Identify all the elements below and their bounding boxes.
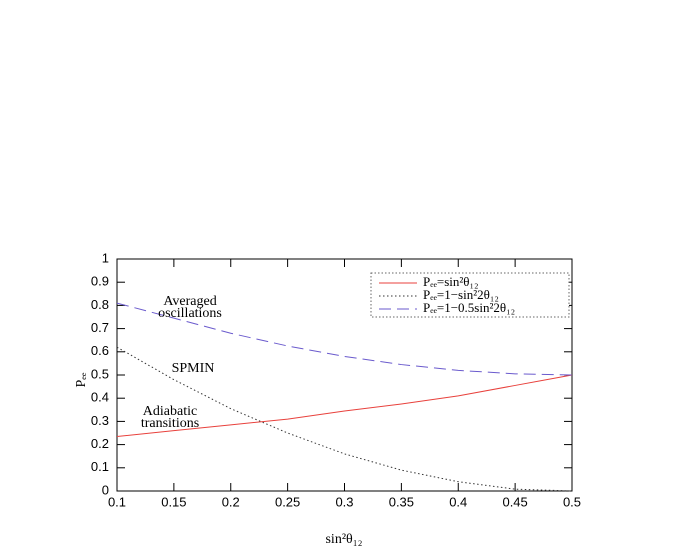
y-tick-label: 0.5 bbox=[91, 366, 109, 381]
y-tick-label: 0.7 bbox=[91, 320, 109, 335]
x-tick-label: 0.3 bbox=[335, 494, 353, 509]
y-tick-label: 0 bbox=[102, 482, 109, 497]
series-line bbox=[116, 374, 573, 437]
annotation: transitions bbox=[141, 416, 199, 431]
legend-label: Pₑₑ=1−sin²2θ₁₂ bbox=[423, 287, 499, 302]
legend-box bbox=[370, 272, 570, 318]
y-tick-label: 0.6 bbox=[91, 343, 109, 358]
x-tick-label: 0.4 bbox=[449, 494, 467, 509]
y-tick-label: 0.4 bbox=[91, 390, 109, 405]
x-tick-label: 0.5 bbox=[563, 494, 581, 509]
y-tick-label: 0.1 bbox=[91, 459, 109, 474]
y-tick-label: 0.2 bbox=[91, 436, 109, 451]
y-tick-label: 0.3 bbox=[91, 413, 109, 428]
x-tick-label: 0.1 bbox=[108, 494, 126, 509]
annotation: Averaged bbox=[163, 294, 216, 309]
annotation: Adiabatic bbox=[143, 404, 197, 419]
y-tick-label: 1 bbox=[102, 250, 109, 265]
y-axis-label: Pₑₑ bbox=[74, 372, 89, 387]
x-tick-label: 0.15 bbox=[161, 494, 186, 509]
legend-label: Pₑₑ=sin²θ₁₂ bbox=[423, 274, 479, 289]
y-tick-label: 0.8 bbox=[91, 297, 109, 312]
x-tick-label: 0.35 bbox=[389, 494, 414, 509]
x-tick-label: 0.45 bbox=[502, 494, 527, 509]
x-tick-label: 0.2 bbox=[222, 494, 240, 509]
series-line bbox=[116, 302, 573, 376]
legend-label: Pₑₑ=1−0.5sin²2θ₁₂ bbox=[423, 300, 515, 315]
annotation: SPMIN bbox=[172, 361, 215, 376]
x-axis-label: sin²θ₁₂ bbox=[325, 532, 362, 547]
x-tick-label: 0.25 bbox=[275, 494, 300, 509]
y-tick-label: 0.9 bbox=[91, 274, 109, 289]
annotation: oscillations bbox=[158, 306, 222, 321]
